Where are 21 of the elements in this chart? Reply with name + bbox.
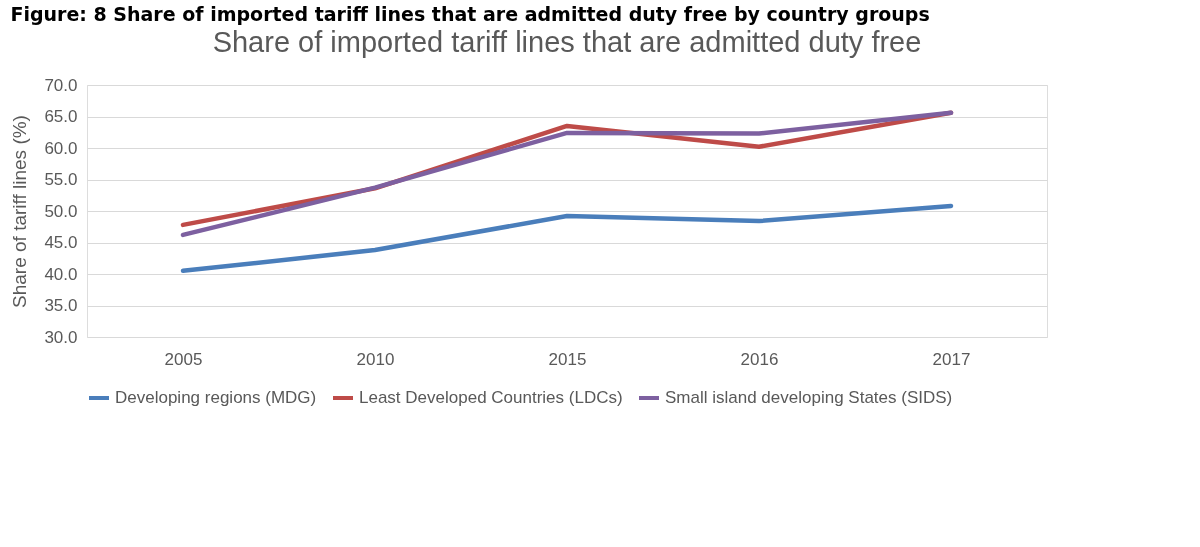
line-series bbox=[180, 203, 954, 274]
y-tick-label: 40.0 bbox=[44, 264, 78, 284]
y-tick-label: 60.0 bbox=[44, 138, 78, 158]
legend-label: Developing regions (MDG) bbox=[115, 388, 317, 407]
x-tick-label: 2010 bbox=[356, 349, 395, 369]
chart-title: Figure: 8 Share of imported tariff lines that are admitted duty free by country groups bbox=[10, 2, 930, 25]
x-tick-label: 2015 bbox=[548, 349, 587, 369]
y-tick-label: 45.0 bbox=[44, 233, 78, 252]
y-tick-label: 65.0 bbox=[44, 107, 78, 126]
y-axis-title: Share of tariff lines (%) bbox=[9, 115, 31, 308]
x-tick-label: 2005 bbox=[164, 349, 203, 369]
x-tick-label: 2017 bbox=[932, 349, 971, 369]
chart-subtitle: Share of imported tariff lines that are admitted duty free bbox=[212, 26, 922, 58]
y-tick-label: 70.0 bbox=[44, 75, 78, 95]
y-tick-label: 55.0 bbox=[44, 170, 78, 189]
y-tick-label: 30.0 bbox=[44, 327, 78, 347]
legend-label: Small island developing States (SIDS) bbox=[665, 388, 953, 407]
x-tick-label: 2016 bbox=[740, 349, 779, 369]
y-tick-label: 50.0 bbox=[44, 201, 78, 221]
legend-label: Least Developed Countries (LDCs) bbox=[359, 388, 623, 407]
y-tick-label: 35.0 bbox=[44, 296, 78, 315]
